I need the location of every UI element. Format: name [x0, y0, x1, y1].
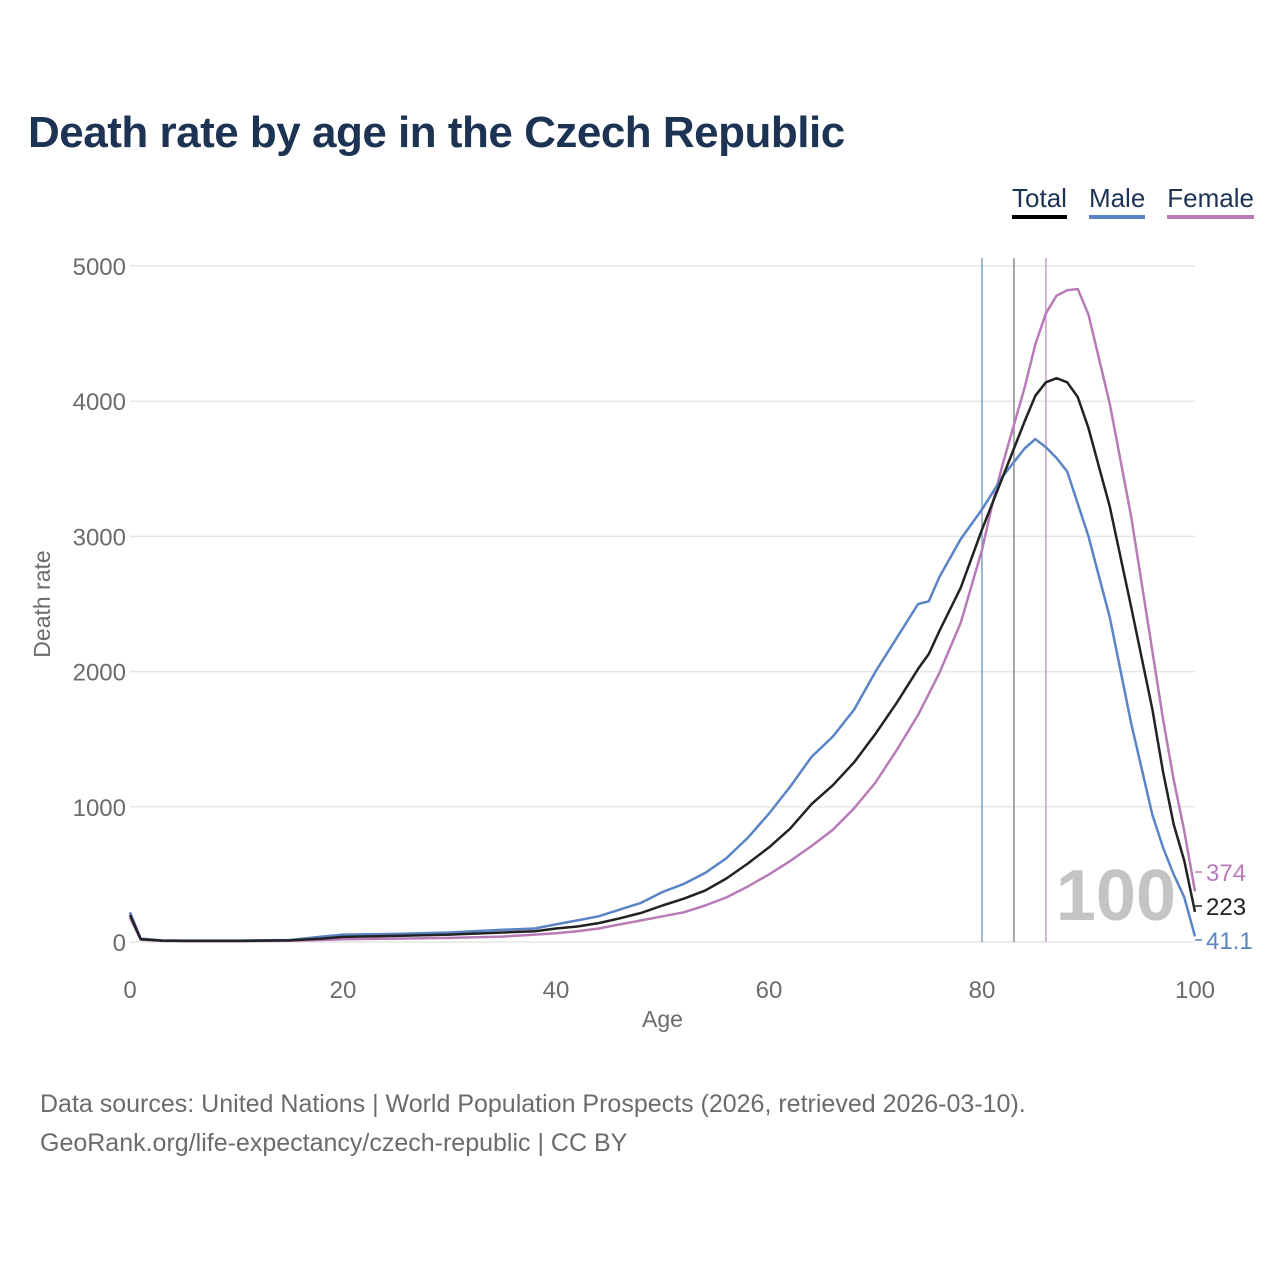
series-line-male	[128, 437, 1197, 942]
y-tick-label: 3000	[73, 524, 126, 551]
data-source-text: Data sources: United Nations | World Pop…	[40, 1090, 1026, 1118]
x-tick-label: 60	[756, 977, 783, 1004]
y-tick-label: 1000	[73, 795, 126, 822]
end-label-female: 374	[1206, 860, 1246, 887]
x-axis-label: Age	[642, 1006, 683, 1032]
x-tick-label: 40	[543, 977, 570, 1004]
y-tick-label: 0	[113, 930, 126, 957]
legend-item-total[interactable]: Total	[1012, 183, 1067, 219]
x-tick-label: 0	[123, 977, 136, 1004]
end-label-total: 223	[1206, 894, 1246, 921]
y-tick-label: 2000	[73, 660, 126, 687]
x-tick-label: 100	[1175, 977, 1215, 1004]
death-rate-chart: 0 1000 2000 3000 4000 5000 0 20 40 60 80 100 Age Deat…	[29, 254, 1253, 1032]
x-tick-label: 80	[969, 977, 996, 1004]
footer: Data sources: United Nations | World Pop…	[40, 1085, 1026, 1163]
y-tick-label: 4000	[73, 389, 126, 416]
legend-item-male[interactable]: Male	[1088, 183, 1146, 219]
series-line-female	[128, 287, 1197, 943]
year-watermark: 100	[1056, 856, 1176, 936]
end-label-male: 41.1	[1206, 928, 1253, 955]
attribution-text: GeoRank.org/life-expectancy/czech-republ…	[40, 1129, 628, 1157]
legend-item-female[interactable]: Female	[1167, 183, 1254, 219]
series-line-total	[128, 376, 1197, 943]
y-tick-label: 5000	[73, 254, 126, 281]
y-axis-label: Death rate	[29, 550, 55, 657]
chart-title: Death rate by age in the Czech Republic	[28, 108, 845, 157]
x-tick-label: 20	[330, 977, 357, 1004]
legend: Total Male Female	[1012, 183, 1254, 219]
